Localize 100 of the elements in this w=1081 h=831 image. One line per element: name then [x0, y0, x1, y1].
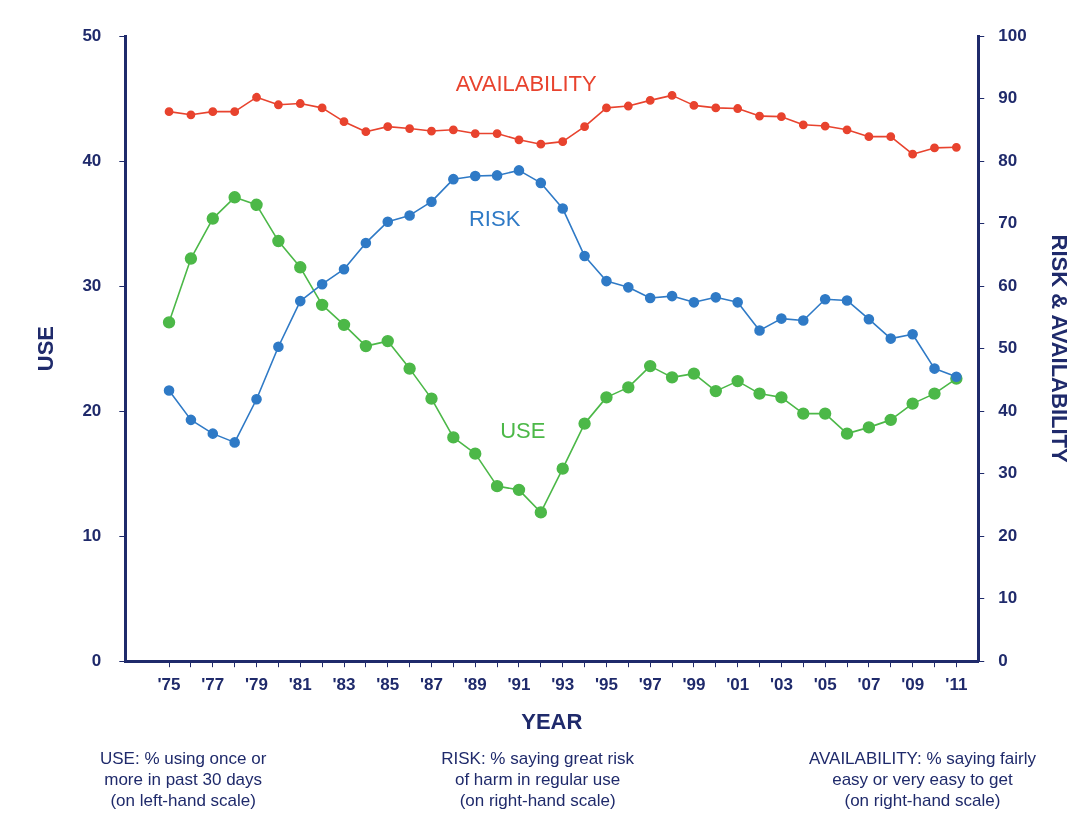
point [425, 392, 438, 405]
point [755, 111, 764, 121]
point [557, 203, 569, 214]
point [339, 117, 349, 127]
point [818, 407, 832, 420]
point [251, 393, 262, 405]
point [230, 107, 240, 117]
text: AVAILABILITY: % saying fairly easy or very easy to get (on right-hand scale) [808, 748, 1036, 811]
point [840, 427, 854, 440]
y2-axis-title: RISK & AVAILABILITY [1046, 234, 1072, 463]
point [908, 149, 918, 159]
point [206, 212, 219, 225]
x-tick-label: '99 [682, 675, 706, 695]
point [294, 295, 306, 307]
y2-tick-label: 20 [998, 525, 1018, 545]
x-tick-label: '07 [857, 675, 881, 695]
point [731, 374, 744, 388]
x-tick-label: '89 [463, 675, 487, 695]
point [403, 362, 416, 375]
point [295, 99, 305, 108]
y2-tick-label: 80 [998, 150, 1018, 170]
point [404, 210, 415, 221]
y-tick-label: 0 [91, 650, 102, 670]
point [820, 121, 830, 131]
point [775, 391, 788, 404]
point [622, 381, 635, 394]
point [514, 135, 524, 145]
point [930, 143, 939, 153]
point [798, 120, 808, 130]
y-tick-label: 10 [82, 525, 102, 545]
x-tick-label: '93 [551, 675, 575, 695]
point [580, 122, 589, 132]
point [906, 397, 919, 410]
point [666, 290, 678, 302]
x-axis-title: YEAR [521, 708, 583, 734]
point [338, 263, 350, 275]
point [556, 462, 569, 475]
point [163, 385, 175, 396]
point [644, 292, 656, 304]
y-tick-label: 20 [82, 400, 102, 420]
point [252, 92, 261, 102]
y2-tick-label: 0 [998, 650, 1008, 670]
point [732, 297, 743, 308]
point [208, 107, 218, 117]
point [470, 129, 480, 138]
point [448, 173, 459, 185]
point [490, 479, 504, 493]
x-tick-label: '77 [201, 675, 225, 695]
point [929, 363, 940, 374]
point [558, 137, 568, 147]
point [709, 384, 722, 398]
point [862, 421, 876, 434]
text: RISK: % saying great risk of harm in regular use (on right-hand scale) [441, 748, 634, 811]
point [665, 371, 679, 384]
point [207, 428, 219, 439]
point [754, 325, 765, 336]
point [841, 295, 853, 306]
point [427, 126, 436, 136]
series-label: USE [500, 418, 546, 444]
point [359, 339, 373, 353]
point [907, 328, 918, 340]
y-axis-title: USE [33, 325, 59, 372]
point [688, 297, 700, 308]
point [667, 90, 677, 100]
point [600, 391, 613, 404]
point [469, 170, 481, 182]
point [842, 125, 852, 135]
x-tick-label: '91 [507, 675, 531, 695]
point [274, 100, 283, 110]
point [162, 316, 176, 329]
y2-tick-label: 70 [998, 213, 1018, 233]
x-tick-label: '09 [901, 675, 925, 695]
point [623, 101, 633, 111]
y-tick-label: 30 [82, 275, 102, 295]
point [536, 139, 546, 149]
point [513, 165, 525, 176]
point [361, 127, 371, 137]
point [777, 112, 786, 122]
y2-tick-label: 30 [998, 463, 1018, 483]
point [250, 198, 263, 211]
point [884, 413, 897, 427]
y-tick-label: 40 [82, 150, 102, 170]
x-tick-label: '87 [420, 675, 443, 695]
point [601, 275, 612, 287]
point [951, 142, 961, 152]
point [164, 107, 174, 117]
y2-tick-label: 10 [998, 588, 1018, 608]
y-tick-label: 50 [82, 25, 102, 45]
point [229, 437, 240, 448]
x-tick-label: '85 [376, 675, 400, 695]
point [228, 191, 241, 204]
point [405, 124, 415, 133]
point [776, 313, 787, 324]
point [733, 104, 743, 113]
point [886, 132, 896, 142]
x-tick-label: '95 [594, 675, 618, 695]
x-tick-label: '01 [726, 675, 750, 695]
point [469, 447, 482, 460]
point [578, 417, 591, 430]
point [797, 315, 809, 326]
